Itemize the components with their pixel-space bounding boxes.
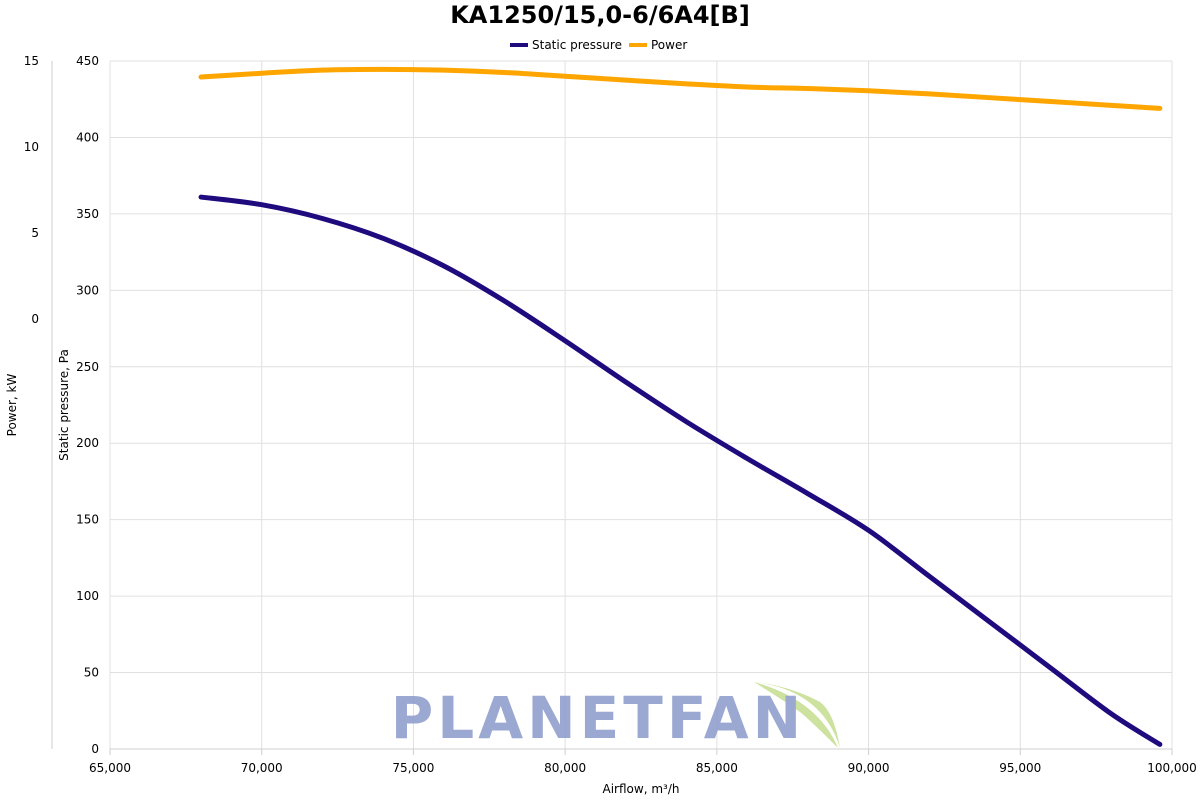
y-tick-label: 100 — [76, 589, 99, 603]
series — [198, 66, 1163, 747]
y2-tick-label: 15 — [24, 54, 39, 68]
series-line-static-pressure — [198, 194, 1163, 747]
x-tick-label: 95,000 — [999, 761, 1041, 775]
tick-labels: 65,000 70,000 75,000 80,000 85,000 90,000 95,0… — [24, 54, 1197, 775]
y-tick-label: 350 — [76, 207, 99, 221]
x-tick-label: 70,000 — [241, 761, 283, 775]
series-line-power — [198, 66, 1163, 111]
chart-title: KA1250/15,0-6/6A4[B] — [450, 1, 750, 29]
x-tick-label: 80,000 — [544, 761, 586, 775]
legend: Static pressure Power — [510, 38, 687, 52]
x-axis-label: Airflow, m³/h — [603, 782, 680, 796]
legend-label-power: Power — [651, 38, 687, 52]
y-tick-label: 200 — [76, 436, 99, 450]
grid — [109, 60, 1173, 750]
logo-text: PLANETFAN — [391, 684, 805, 752]
y-tick-label: 450 — [76, 54, 99, 68]
x-tick-label: 100,000 — [1147, 761, 1197, 775]
x-tick-label: 65,000 — [89, 761, 131, 775]
x-tick-label: 85,000 — [696, 761, 738, 775]
y-tick-label: 250 — [76, 360, 99, 374]
planetfan-logo: PLANETFAN — [391, 682, 840, 752]
y2-tick-label: 5 — [31, 226, 39, 240]
legend-label-static-pressure: Static pressure — [532, 38, 622, 52]
y2-tick-label: 0 — [31, 312, 39, 326]
y-tick-label: 300 — [76, 283, 99, 297]
x-tick-label: 90,000 — [848, 761, 890, 775]
x-tick-label: 75,000 — [392, 761, 434, 775]
axes — [51, 61, 1173, 755]
y-tick-label: 400 — [76, 130, 99, 144]
y-tick-label: 50 — [84, 666, 99, 680]
y-tick-label: 0 — [91, 742, 99, 756]
y2-tick-label: 10 — [24, 140, 39, 154]
y-tick-label: 150 — [76, 513, 99, 527]
y2-axis-label: Power, kW — [5, 374, 19, 437]
y-axis-label: Static pressure, Pa — [57, 349, 71, 461]
